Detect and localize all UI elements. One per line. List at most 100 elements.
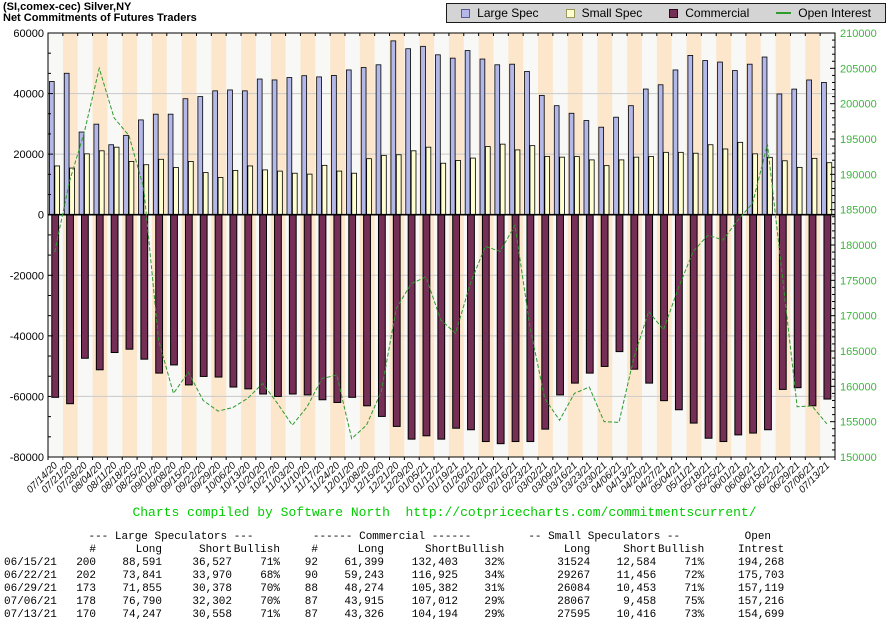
- row-value: 90: [304, 570, 318, 582]
- open-interest-line-swatch-icon: [776, 12, 792, 14]
- row-value: 194,268: [738, 557, 785, 569]
- legend-label: Open Interest: [798, 6, 871, 20]
- row-value: 116,925: [411, 570, 458, 582]
- row-value: 11,456: [616, 570, 657, 582]
- legend-label: Commercial: [685, 6, 750, 20]
- svg-text:160000: 160000: [840, 381, 877, 393]
- row-value: 88,591: [122, 557, 162, 569]
- row-value: 68%: [260, 570, 280, 582]
- axis-ticks: [47, 32, 836, 460]
- row-value: 105,382: [411, 583, 458, 595]
- svg-text:-60000: -60000: [10, 391, 44, 403]
- row-value: 43,326: [344, 609, 384, 620]
- row-value: 26084: [557, 583, 591, 595]
- svg-text:165000: 165000: [840, 346, 877, 358]
- group-header-large-speculators: --- Large Speculators ---: [88, 531, 254, 543]
- chart-title-main: Net Commitments of Futures Traders: [3, 12, 197, 24]
- row-date: 06/29/21: [4, 583, 57, 595]
- column-header: Short: [424, 544, 458, 556]
- row-value: 31%: [484, 583, 505, 595]
- row-value: 71%: [684, 557, 705, 569]
- footer-credit-text: Charts compiled by Software North http:/…: [132, 505, 757, 520]
- legend-item-large-spec: Large Spec: [461, 6, 539, 20]
- row-value: 73,841: [122, 570, 162, 582]
- row-value: 92: [304, 557, 318, 569]
- chart-title-symbol: (SI,comex-cec) Silver,NY: [3, 1, 132, 13]
- row-value: 34%: [484, 570, 505, 582]
- svg-text:-80000: -80000: [10, 452, 44, 464]
- open-interest-line: [54, 66, 828, 440]
- column-header: [4, 544, 62, 557]
- svg-text:175000: 175000: [840, 275, 877, 287]
- table-column-header-row: # Long Short Bullish # Long Short Bullish Long Sh…: [4, 544, 784, 557]
- row-value: 31524: [557, 557, 591, 569]
- row-value: 175,703: [738, 570, 785, 582]
- row-value: 76,790: [122, 596, 162, 608]
- row-value: 48,274: [344, 583, 384, 595]
- group-header-small-speculators: -- Small Speculators --: [528, 531, 681, 543]
- svg-text:180000: 180000: [840, 240, 877, 252]
- row-value: 32,302: [192, 596, 232, 608]
- row-value: 202: [76, 570, 96, 582]
- row-value: 74,247: [122, 609, 162, 620]
- svg-text:185000: 185000: [840, 205, 877, 217]
- row-value: 73%: [684, 609, 705, 620]
- table-group-header-row: --- Large Speculators --- ------ Commerci…: [4, 531, 784, 544]
- svg-text:190000: 190000: [840, 169, 877, 181]
- row-date: 06/22/21: [4, 570, 57, 582]
- row-value: 32%: [484, 557, 505, 569]
- row-value: 71,855: [122, 583, 162, 595]
- row-value: 170: [76, 609, 96, 620]
- legend-item-commercial: Commercial: [669, 6, 749, 20]
- svg-text:20000: 20000: [13, 149, 44, 161]
- row-value: 71%: [684, 583, 705, 595]
- row-value: 10,453: [616, 583, 657, 595]
- row-value: 71%: [260, 609, 280, 620]
- svg-text:0: 0: [38, 210, 44, 222]
- row-value: 59,243: [344, 570, 384, 582]
- row-value: 27595: [557, 609, 591, 620]
- svg-text:195000: 195000: [840, 134, 877, 146]
- row-value: 173: [76, 583, 96, 595]
- legend-label: Small Spec: [581, 6, 643, 20]
- row-value: 12,584: [616, 557, 657, 569]
- row-value: 61,399: [344, 557, 384, 569]
- row-value: 30,378: [192, 583, 232, 595]
- row-value: 29267: [557, 570, 591, 582]
- table-row: 07/06/21 178 76,790 32,302 70% 87 43,915 107,01…: [4, 596, 784, 609]
- row-value: 70%: [260, 596, 280, 608]
- svg-text:155000: 155000: [840, 417, 877, 429]
- row-value: 75%: [684, 596, 705, 608]
- cot-chart: -80000 -60000 -40000 -20000 0 20000 40000 60000…: [10, 28, 877, 496]
- group-header-open: Open: [744, 531, 785, 543]
- column-header: Long: [357, 544, 384, 556]
- column-header: #: [311, 544, 318, 556]
- row-value: 28067: [557, 596, 591, 608]
- row-value: 9,458: [623, 596, 657, 608]
- row-value: 178: [76, 596, 96, 608]
- row-value: 87: [304, 596, 318, 608]
- svg-text:200000: 200000: [840, 99, 877, 111]
- column-header: Short: [623, 544, 657, 556]
- row-value: 107,012: [411, 596, 458, 608]
- row-value: 72%: [684, 570, 705, 582]
- table-row: 06/29/21 173 71,855 30,378 70% 88 48,274 105,38…: [4, 583, 784, 596]
- row-value: 29%: [484, 609, 505, 620]
- x-axis-date-labels: 07/14/2007/21/2007/28/2008/04/2008/11/20…: [25, 460, 832, 496]
- svg-text:205000: 205000: [840, 63, 877, 75]
- column-header: #: [89, 544, 96, 556]
- legend-label: Large Spec: [477, 6, 539, 20]
- group-header-commercial: ------ Commercial ------: [312, 531, 472, 543]
- row-value: 33,970: [192, 570, 232, 582]
- svg-text:-20000: -20000: [10, 270, 44, 282]
- svg-text:60000: 60000: [13, 28, 44, 40]
- row-value: 43,915: [344, 596, 384, 608]
- svg-text:170000: 170000: [840, 311, 877, 323]
- row-value: 29%: [484, 596, 505, 608]
- table-row: 06/15/21 200 88,591 36,527 71% 92 61,399 132,40…: [4, 557, 784, 570]
- row-date: 06/15/21: [4, 557, 57, 569]
- row-value: 157,119: [738, 583, 785, 595]
- row-value: 87: [304, 609, 318, 620]
- row-date: 07/13/21: [4, 609, 57, 620]
